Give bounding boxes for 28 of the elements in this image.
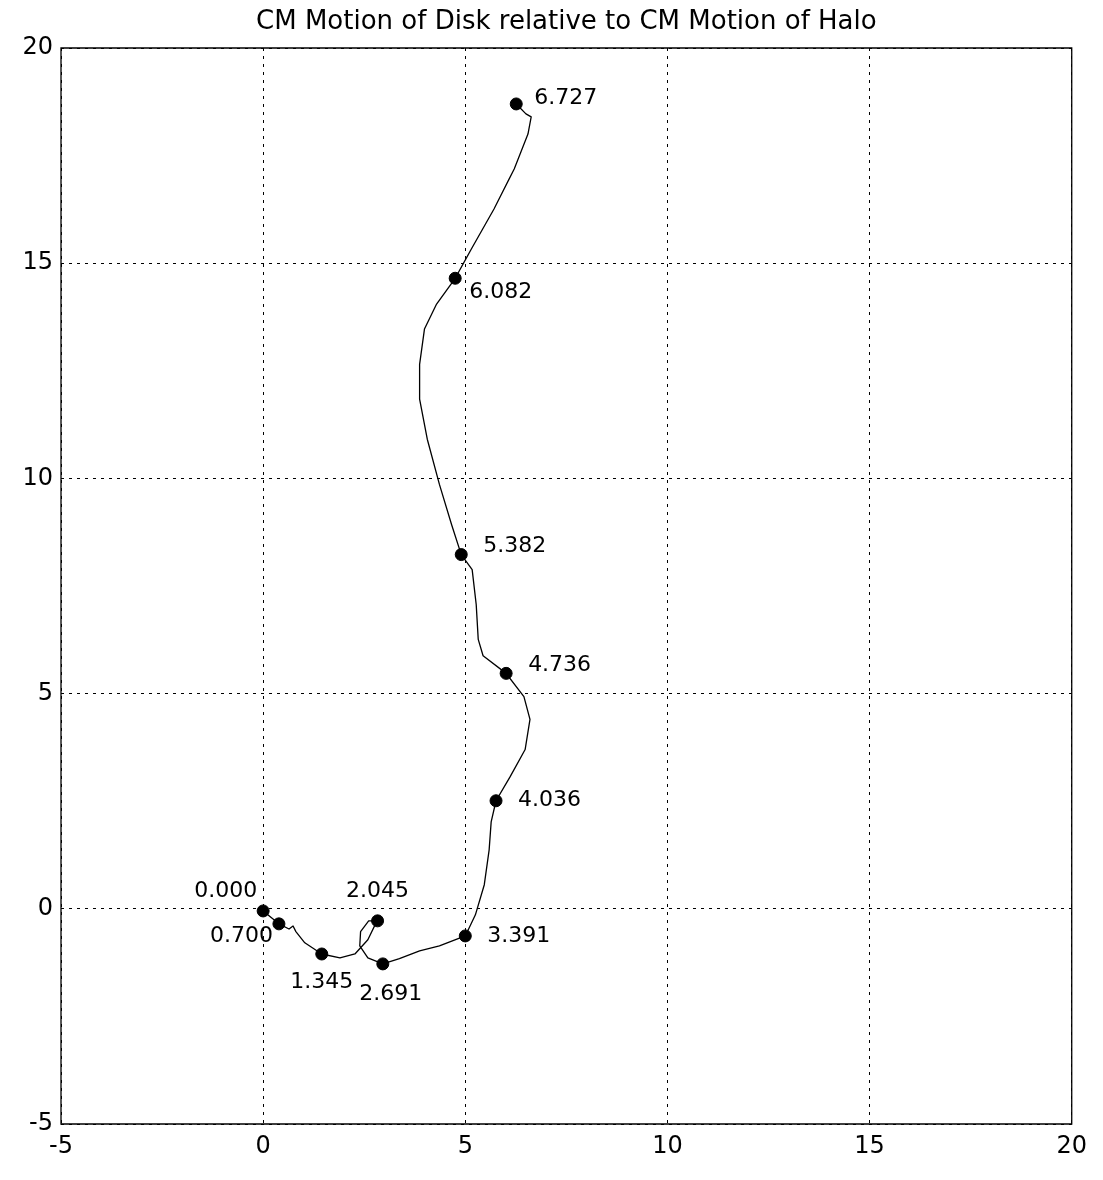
x-tick-label: 15 [854,1130,885,1159]
x-tick-label: 5 [457,1130,473,1159]
annotation: 5.382 [483,532,547,558]
annotation: 6.082 [469,277,533,303]
annotation: 4.736 [528,651,592,677]
x-tick-label: 20 [1056,1130,1087,1159]
point [499,666,513,680]
x-tick-label: 10 [652,1130,683,1159]
chart-title: CM Motion of Disk relative to CM Motion of Halo [256,4,877,35]
y-tick-label: 15 [22,247,53,276]
point [256,904,270,918]
y-tick-label: 0 [37,893,53,922]
y-tick-label: 10 [22,462,53,491]
annotation: 1.345 [290,967,354,993]
point [454,548,468,562]
y-tick-label: -5 [29,1108,53,1137]
y-tick-label: 5 [37,677,53,706]
annotation: 3.391 [487,921,551,947]
annotation: 6.727 [534,83,598,109]
y-tick-label: 20 [22,32,53,61]
annotation: 2.691 [359,979,423,1005]
point [509,97,523,111]
annotation: 2.045 [346,876,410,902]
annotation: 0.000 [194,876,258,902]
x-tick-label: 0 [255,1130,271,1159]
annotation: 4.036 [518,786,581,812]
annotation: 0.700 [209,921,273,947]
point [376,957,390,971]
